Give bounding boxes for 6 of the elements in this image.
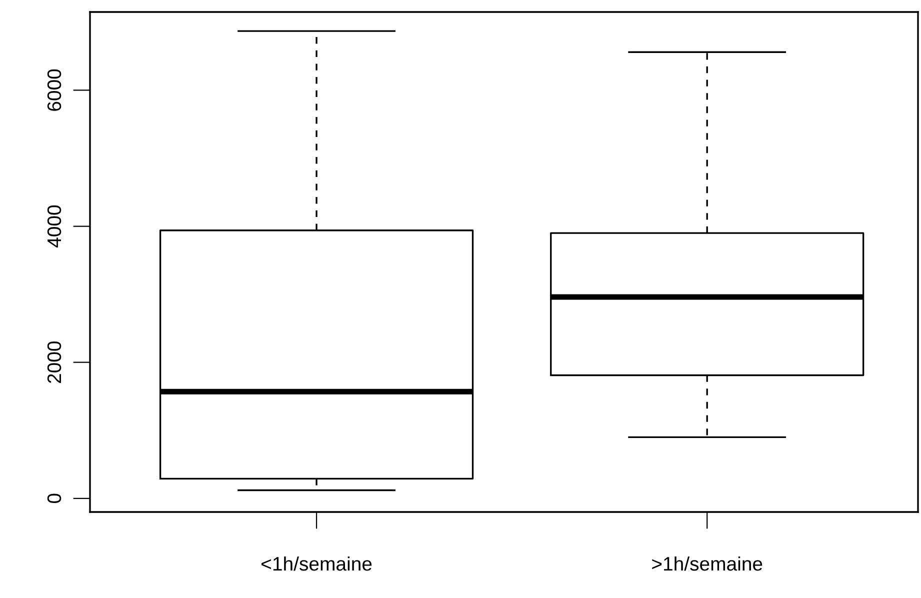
y-tick-label: 2000 [47, 341, 62, 383]
y-tick-label: 4000 [47, 205, 62, 248]
y-tick-label: 0 [47, 494, 62, 504]
x-tick-label: >1h/semaine [652, 556, 762, 571]
x-tick-label: <1h/semaine [262, 556, 372, 571]
y-tick-label: 6000 [47, 69, 62, 111]
